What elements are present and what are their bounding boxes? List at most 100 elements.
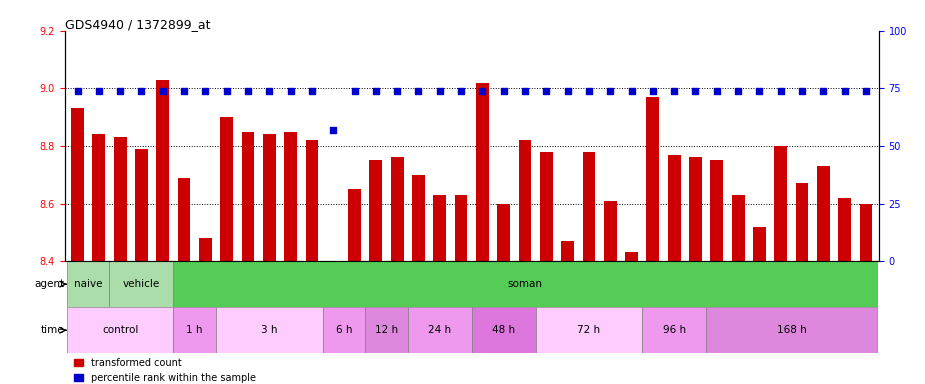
- Bar: [796, 183, 808, 261]
- FancyBboxPatch shape: [536, 307, 642, 353]
- Bar: [561, 241, 574, 261]
- Point: [688, 88, 703, 94]
- Bar: [199, 238, 212, 261]
- Bar: [540, 152, 553, 261]
- Bar: [732, 195, 745, 261]
- Legend: transformed count, percentile rank within the sample: transformed count, percentile rank withi…: [69, 354, 260, 384]
- Text: 12 h: 12 h: [375, 325, 398, 335]
- Point: [773, 88, 788, 94]
- Point: [368, 88, 383, 94]
- Text: GDS4940 / 1372899_at: GDS4940 / 1372899_at: [65, 18, 210, 31]
- Bar: [625, 253, 638, 261]
- Bar: [305, 140, 318, 261]
- Point: [389, 88, 404, 94]
- Bar: [519, 140, 532, 261]
- Point: [432, 88, 447, 94]
- Point: [582, 88, 597, 94]
- Bar: [241, 131, 254, 261]
- Point: [816, 88, 831, 94]
- Point: [155, 88, 170, 94]
- Point: [518, 88, 533, 94]
- FancyBboxPatch shape: [642, 307, 706, 353]
- Point: [624, 88, 639, 94]
- Point: [113, 88, 128, 94]
- Text: 24 h: 24 h: [428, 325, 451, 335]
- FancyBboxPatch shape: [67, 307, 173, 353]
- FancyBboxPatch shape: [216, 307, 323, 353]
- Bar: [263, 134, 276, 261]
- FancyBboxPatch shape: [173, 261, 877, 307]
- Point: [837, 88, 852, 94]
- Point: [731, 88, 746, 94]
- FancyBboxPatch shape: [472, 307, 536, 353]
- Point: [667, 88, 682, 94]
- Bar: [668, 154, 681, 261]
- Text: 1 h: 1 h: [187, 325, 203, 335]
- FancyBboxPatch shape: [365, 307, 408, 353]
- Bar: [689, 157, 702, 261]
- FancyBboxPatch shape: [173, 307, 216, 353]
- FancyBboxPatch shape: [109, 261, 173, 307]
- Point: [603, 88, 618, 94]
- FancyBboxPatch shape: [706, 307, 877, 353]
- Bar: [220, 117, 233, 261]
- FancyBboxPatch shape: [323, 307, 365, 353]
- Bar: [327, 261, 339, 267]
- Point: [752, 88, 767, 94]
- Bar: [71, 108, 84, 261]
- Text: agent: agent: [34, 279, 65, 289]
- Bar: [859, 204, 872, 261]
- Text: soman: soman: [508, 279, 543, 289]
- Bar: [753, 227, 766, 261]
- Point: [561, 88, 575, 94]
- Text: control: control: [102, 325, 139, 335]
- Point: [198, 88, 213, 94]
- Point: [539, 88, 554, 94]
- Text: 3 h: 3 h: [261, 325, 278, 335]
- Bar: [114, 137, 127, 261]
- Bar: [348, 189, 361, 261]
- Text: naive: naive: [74, 279, 103, 289]
- Bar: [412, 175, 425, 261]
- Point: [283, 88, 298, 94]
- Bar: [284, 131, 297, 261]
- Point: [453, 88, 468, 94]
- Point: [646, 88, 660, 94]
- Point: [92, 88, 106, 94]
- Bar: [710, 160, 723, 261]
- Text: 168 h: 168 h: [776, 325, 807, 335]
- FancyBboxPatch shape: [67, 261, 109, 307]
- Text: time: time: [41, 325, 65, 335]
- Bar: [476, 83, 488, 261]
- Bar: [838, 198, 851, 261]
- FancyBboxPatch shape: [408, 307, 472, 353]
- Point: [262, 88, 277, 94]
- Bar: [390, 157, 403, 261]
- Text: 48 h: 48 h: [492, 325, 515, 335]
- Point: [497, 88, 512, 94]
- Point: [134, 88, 149, 94]
- Point: [411, 88, 426, 94]
- Point: [326, 127, 340, 133]
- Point: [70, 88, 85, 94]
- Point: [177, 88, 191, 94]
- Point: [858, 88, 873, 94]
- Bar: [774, 146, 787, 261]
- Point: [475, 88, 490, 94]
- Bar: [817, 166, 830, 261]
- Point: [240, 88, 255, 94]
- Text: 72 h: 72 h: [577, 325, 600, 335]
- Point: [795, 88, 809, 94]
- Point: [219, 88, 234, 94]
- Bar: [583, 152, 596, 261]
- Bar: [156, 79, 169, 261]
- Bar: [135, 149, 148, 261]
- Bar: [455, 195, 467, 261]
- Text: vehicle: vehicle: [123, 279, 160, 289]
- Text: 6 h: 6 h: [336, 325, 352, 335]
- Text: 96 h: 96 h: [662, 325, 685, 335]
- Point: [347, 88, 362, 94]
- Point: [709, 88, 724, 94]
- Point: [304, 88, 319, 94]
- Bar: [434, 195, 446, 261]
